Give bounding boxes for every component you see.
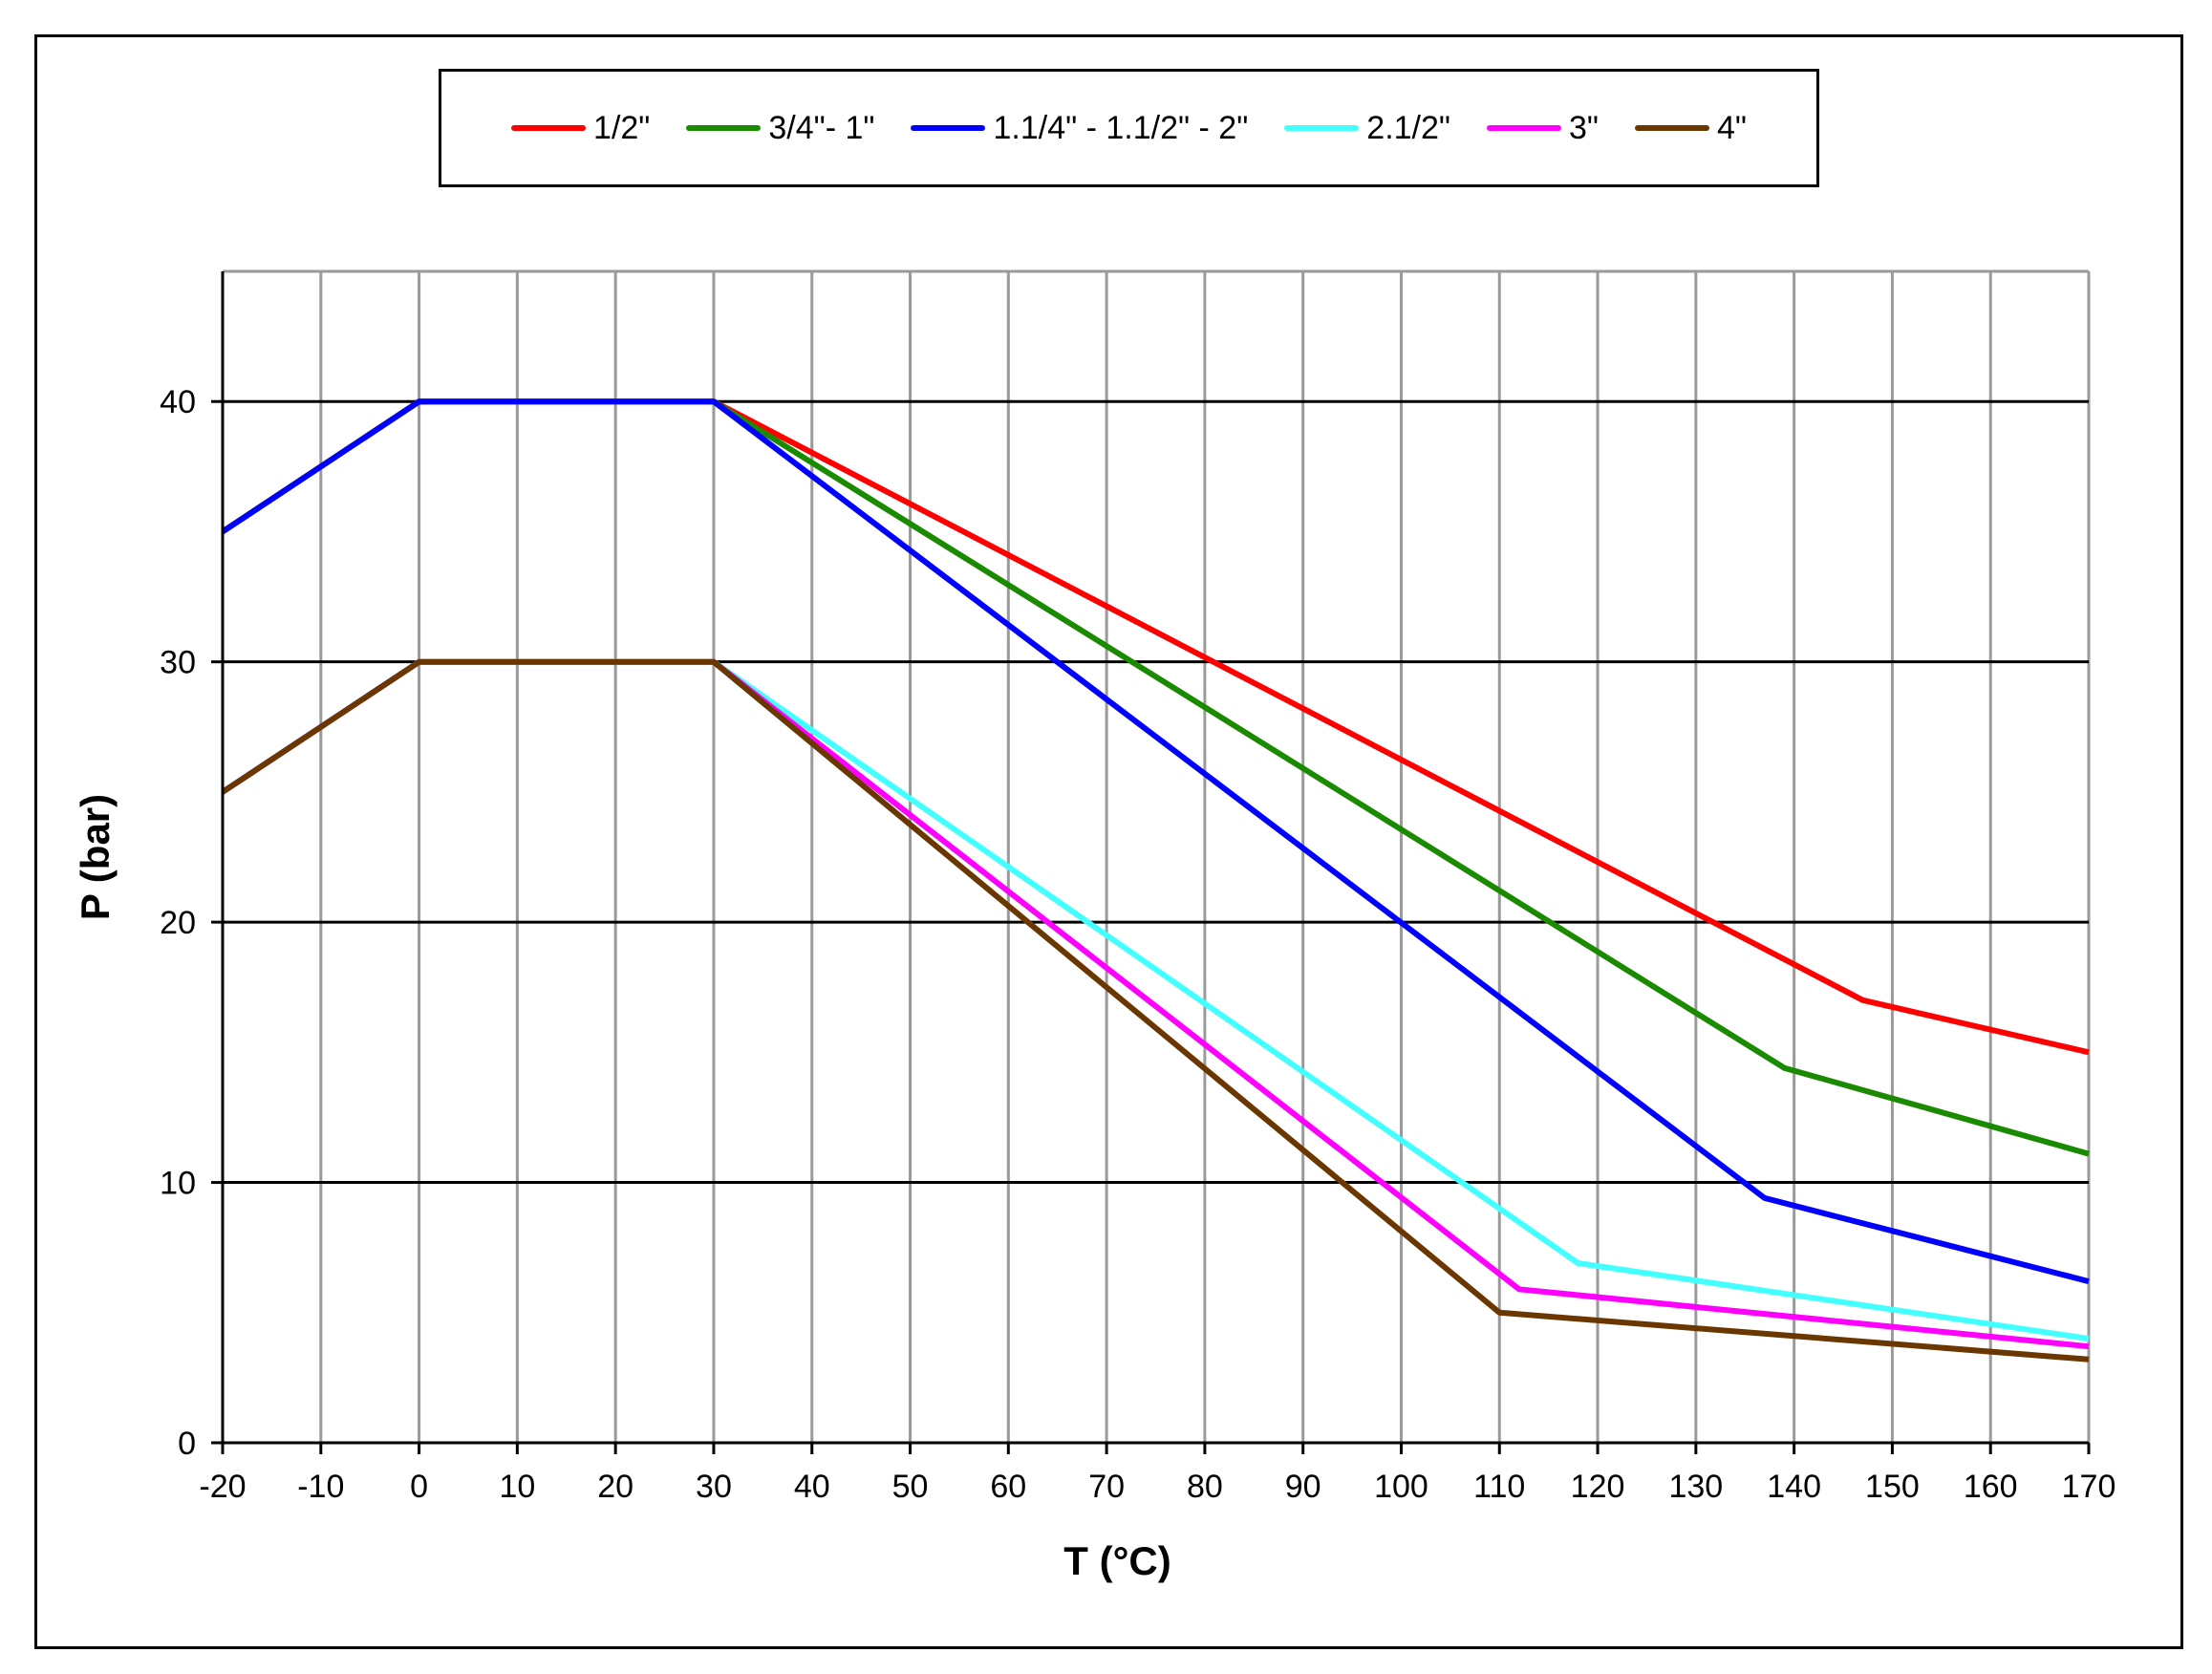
x-tick-label: 150 bbox=[1865, 1469, 1920, 1505]
x-tick-label: 100 bbox=[1374, 1469, 1428, 1505]
x-tick-label: 70 bbox=[1088, 1469, 1125, 1505]
series-layer bbox=[221, 398, 2090, 1363]
legend-swatch bbox=[686, 125, 762, 131]
legend-swatch bbox=[1634, 125, 1709, 131]
y-tick-label: 0 bbox=[178, 1426, 196, 1462]
grid bbox=[223, 269, 2091, 1443]
legend-label: 2.1/2" bbox=[1366, 109, 1450, 146]
series-line-5 bbox=[221, 658, 2090, 1363]
tick-labels: -20 -10 0 10 20 30 40 50 60 70 80 90 100 110 120 130 140… bbox=[160, 384, 2115, 1505]
x-tick-label: -20 bbox=[199, 1469, 246, 1505]
x-tick-label: 10 bbox=[499, 1469, 535, 1505]
x-tick-label: 20 bbox=[597, 1469, 634, 1505]
x-tick-label: -10 bbox=[297, 1469, 344, 1505]
legend: 1/2" 3/4"- 1" 1.1/4" - 1.1/2" - 2" 2.1/2… bbox=[439, 69, 1819, 187]
legend-label: 1.1/4" - 1.1/2" - 2" bbox=[993, 109, 1249, 146]
x-tick-label: 50 bbox=[892, 1469, 929, 1505]
legend-item-5: 4" bbox=[1634, 109, 1747, 147]
legend-swatch bbox=[911, 125, 986, 131]
legend-item-2: 1.1/4" - 1.1/2" - 2" bbox=[911, 110, 1248, 147]
chart-frame bbox=[34, 34, 2183, 1649]
x-tick-label: 90 bbox=[1285, 1469, 1321, 1505]
legend-swatch bbox=[511, 125, 587, 131]
y-tick-label: 30 bbox=[160, 645, 196, 681]
x-axis-title: T (°C) bbox=[1063, 1538, 1170, 1583]
x-tick-label: 80 bbox=[1187, 1469, 1223, 1505]
x-tick-label: 0 bbox=[410, 1469, 428, 1505]
series-line-0 bbox=[221, 398, 2090, 1056]
x-tick-label: 170 bbox=[2062, 1469, 2116, 1505]
legend-label: 1/2" bbox=[593, 109, 651, 146]
y-tick-label: 10 bbox=[160, 1166, 196, 1202]
x-tick-label: 40 bbox=[794, 1469, 830, 1505]
y-axis-title: P (bar) bbox=[73, 794, 118, 920]
legend-swatch bbox=[1284, 125, 1360, 131]
y-tick-label: 40 bbox=[160, 384, 196, 420]
legend-item-0: 1/2" bbox=[511, 110, 650, 147]
x-tick-label: 120 bbox=[1571, 1469, 1625, 1505]
legend-label: 3/4"- 1" bbox=[768, 109, 875, 146]
legend-item-1: 3/4"- 1" bbox=[686, 110, 874, 147]
legend-swatch bbox=[1486, 125, 1561, 131]
legend-label: 3" bbox=[1568, 109, 1599, 146]
y-tick-label: 20 bbox=[160, 905, 196, 941]
axes bbox=[211, 271, 2091, 1454]
x-tick-label: 140 bbox=[1767, 1469, 1821, 1505]
legend-item-3: 2.1/2" bbox=[1284, 110, 1450, 147]
series-line-4 bbox=[221, 658, 2090, 1350]
x-tick-label: 160 bbox=[1964, 1469, 2018, 1505]
x-tick-label: 130 bbox=[1668, 1469, 1723, 1505]
legend-item-4: 3" bbox=[1486, 109, 1599, 147]
series-line-3 bbox=[221, 658, 2090, 1341]
series-line-1 bbox=[221, 398, 2090, 1157]
x-tick-label: 60 bbox=[990, 1469, 1026, 1505]
x-tick-label: 110 bbox=[1473, 1469, 1525, 1505]
x-tick-label: 30 bbox=[696, 1469, 732, 1505]
legend-label: 4" bbox=[1716, 109, 1747, 146]
series-line-2 bbox=[221, 398, 2090, 1285]
